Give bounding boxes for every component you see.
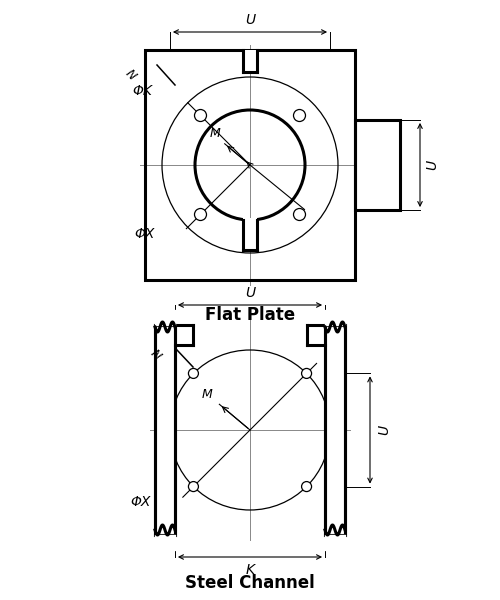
Circle shape: [294, 110, 306, 122]
Circle shape: [302, 482, 312, 491]
Bar: [243, 50, 257, 72]
Text: Steel Channel: Steel Channel: [185, 574, 315, 592]
Text: ΦX: ΦX: [130, 495, 151, 509]
Text: K: K: [246, 563, 254, 577]
Text: U: U: [377, 425, 391, 435]
Text: U: U: [425, 160, 439, 170]
Text: N: N: [147, 347, 163, 363]
Text: M: M: [210, 127, 220, 140]
Text: ΦX: ΦX: [134, 227, 154, 241]
Text: M: M: [202, 388, 212, 401]
Circle shape: [188, 368, 198, 379]
Bar: [243, 218, 257, 250]
Text: U: U: [245, 286, 255, 300]
Bar: [145, 50, 355, 280]
Text: N: N: [122, 67, 138, 83]
Circle shape: [194, 110, 206, 122]
Circle shape: [294, 208, 306, 220]
Bar: [325, 325, 345, 535]
Circle shape: [302, 368, 312, 379]
Bar: [355, 120, 400, 210]
Text: U: U: [245, 13, 255, 27]
Text: ΦK: ΦK: [133, 84, 153, 98]
Circle shape: [194, 208, 206, 220]
Circle shape: [188, 482, 198, 491]
Bar: [155, 325, 175, 535]
Text: Flat Plate: Flat Plate: [205, 306, 295, 324]
